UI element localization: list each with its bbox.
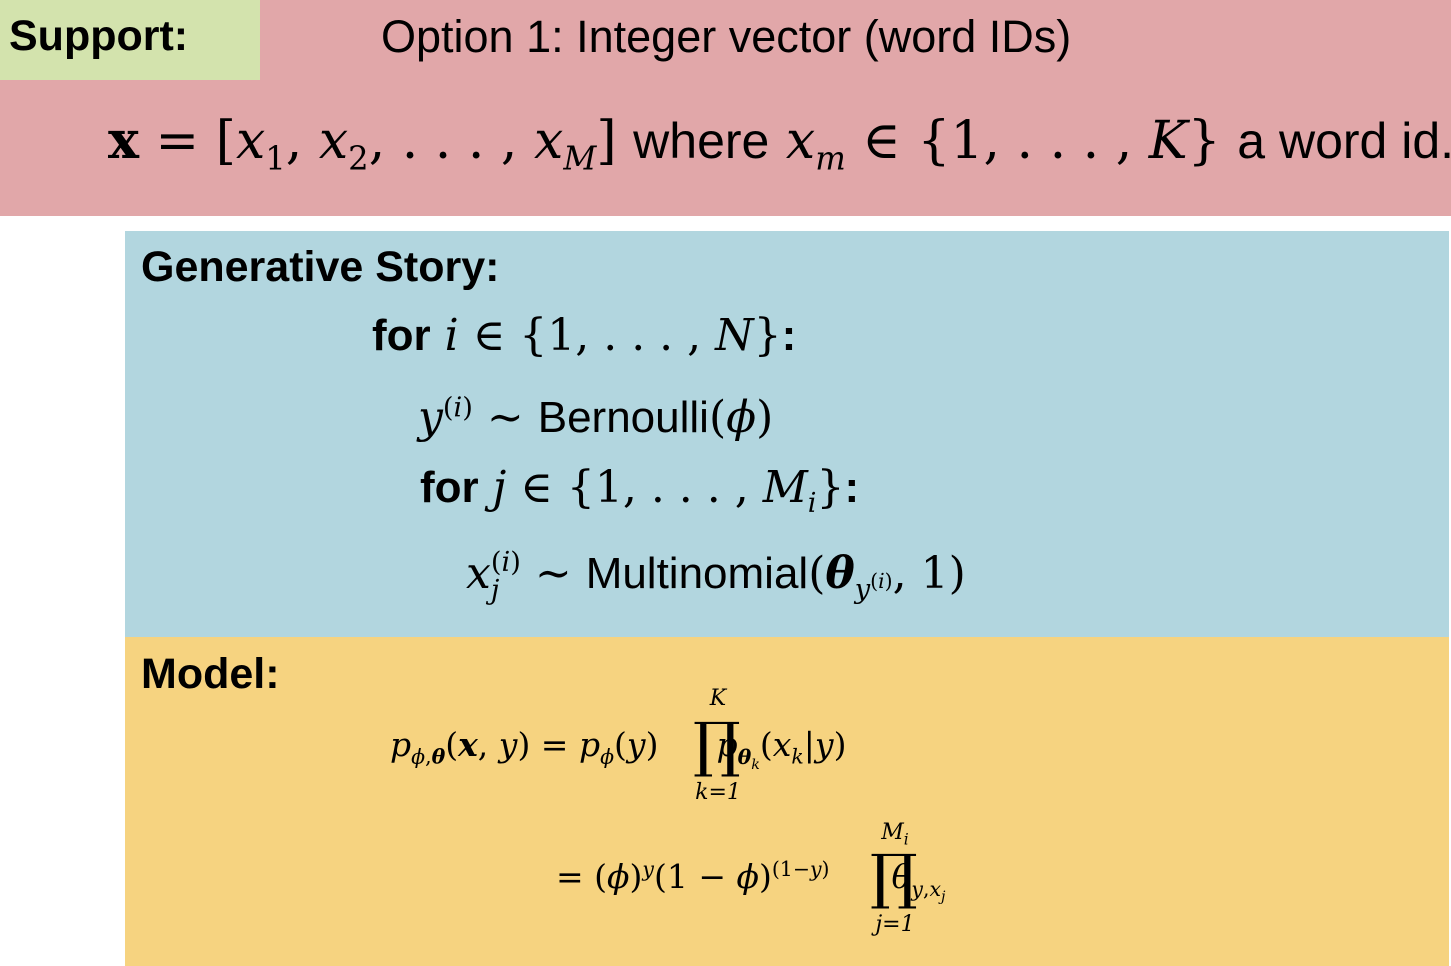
where-text: where [633, 113, 770, 169]
generative-story-section [125, 231, 1449, 637]
model-title: Model: [141, 650, 280, 698]
support-label: Support: [9, 12, 189, 60]
product-symbol-1: ∏ [693, 710, 741, 780]
multinomial-label: Multinomial [585, 549, 809, 598]
model-equation-line-1: pϕ,θ(x, y) = pϕ(y) pθk(xk|y) [390, 725, 847, 773]
model-section [125, 637, 1449, 966]
generative-story-title: Generative Story: [141, 243, 500, 291]
product-upper-limit-1: K [709, 686, 727, 711]
model-equation-line-2: = (ϕ)y(1 − ϕ)(1−y) θy,xj [556, 857, 946, 905]
product-upper-limit-2: Mi [881, 820, 909, 849]
for-keyword: for [372, 311, 431, 360]
inner-loop-line: for j ∈ {1, . . . , Mi}: [420, 462, 860, 519]
outer-loop-line: for i ∈ {1, . . . , N}: [372, 310, 797, 361]
product-lower-limit-2: j=1 [875, 912, 915, 937]
word-sampling-line: x (i) j ∼ Multinomial(θy(i), 1) [466, 547, 966, 606]
bernoulli-label: Bernoulli [537, 393, 709, 442]
support-tag [0, 0, 260, 80]
label-sampling-line: y(i) ∼ Bernoulli(ϕ) [418, 392, 774, 443]
support-formula: x = [x1, x2, . . . , xM] where xm ∈ {1, … [108, 110, 1451, 175]
word-id-text: a word id. [1237, 113, 1451, 169]
product-symbol-2: ∏ [870, 842, 918, 912]
option-title: Option 1: Integer vector (word IDs) [381, 11, 1072, 62]
for-keyword-inner: for [420, 463, 479, 512]
product-lower-limit-1: k=1 [695, 780, 741, 805]
